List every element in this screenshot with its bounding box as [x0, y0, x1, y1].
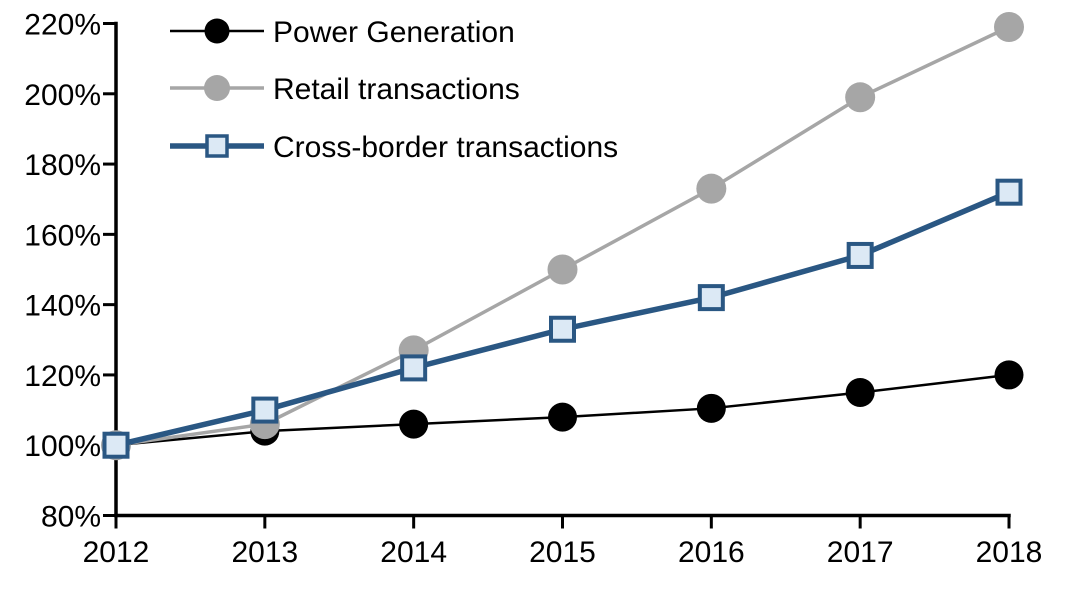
- data-point-marker: [548, 402, 577, 432]
- legend-item-power-generation: Power Generation: [170, 16, 515, 49]
- axis-labels: 80% 100% 120% 140% 160% 180% 200% 220% 2012 2013 2…: [24, 9, 1042, 570]
- y-tick-label: 220%: [24, 9, 101, 42]
- data-point-marker: [994, 360, 1024, 390]
- y-tick-label: 120%: [24, 360, 101, 393]
- data-point-marker: [845, 378, 875, 407]
- data-point-marker: [696, 173, 727, 204]
- data-point-marker: [994, 12, 1024, 43]
- x-tick-label: 2017: [827, 536, 894, 569]
- data-point-marker: [251, 396, 279, 424]
- legend-marker-icon: [205, 134, 229, 158]
- series-power-generation: [101, 360, 1024, 460]
- y-tick-label: 140%: [24, 290, 101, 323]
- legend-label: Power Generation: [273, 16, 515, 49]
- data-point-marker: [995, 178, 1023, 206]
- data-point-marker: [697, 284, 725, 312]
- legend-item-retail-transactions: Retail transactions: [170, 73, 520, 106]
- legend: Power Generation Retail transactions Cross…: [170, 16, 618, 164]
- series-cross-border-transactions: [102, 178, 1023, 459]
- x-tick-label: 2012: [83, 536, 150, 569]
- legend-marker-icon: [204, 18, 230, 44]
- data-point-marker: [696, 393, 726, 423]
- x-tick-label: 2014: [380, 536, 447, 569]
- axis-ticks: [103, 22, 1011, 529]
- data-point-marker: [845, 82, 876, 113]
- y-tick-label: 100%: [24, 430, 101, 463]
- data-point-marker: [102, 431, 130, 459]
- legend-label: Retail transactions: [273, 73, 520, 106]
- y-tick-label: 80%: [41, 501, 101, 534]
- data-point-marker: [399, 409, 429, 439]
- legend-item-cross-border-transactions: Cross-border transactions: [170, 131, 618, 164]
- data-point-marker: [547, 254, 578, 285]
- y-tick-label: 200%: [24, 79, 101, 112]
- data-point-marker: [846, 241, 874, 269]
- y-tick-label: 160%: [24, 219, 101, 252]
- x-tick-label: 2018: [976, 536, 1043, 569]
- series-retail-transactions: [101, 12, 1024, 461]
- y-tick-label: 180%: [24, 149, 101, 182]
- legend-label: Cross-border transactions: [273, 131, 618, 164]
- x-tick-label: 2016: [678, 536, 745, 569]
- x-tick-label: 2013: [231, 536, 298, 569]
- data-point-marker: [549, 315, 576, 343]
- legend-marker-icon: [204, 75, 230, 101]
- data-point-marker: [400, 354, 428, 382]
- x-tick-label: 2015: [529, 536, 596, 569]
